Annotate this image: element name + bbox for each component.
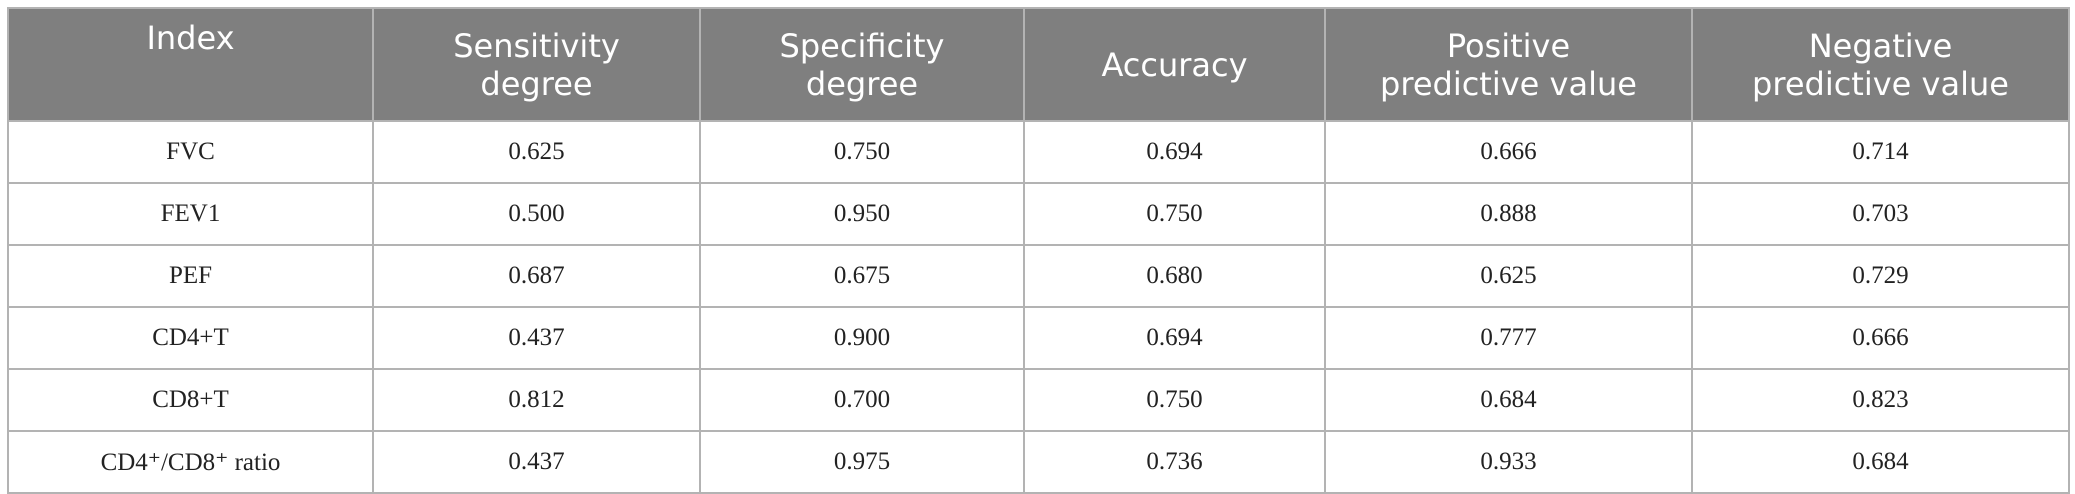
- value-cell: 0.750: [1023, 182, 1326, 246]
- value-cell: 0.975: [699, 430, 1025, 494]
- value-cell: 0.933: [1324, 430, 1693, 494]
- value-cell: 0.823: [1691, 368, 2070, 432]
- data-table: Index Sensitivity degree Specificity degre…: [7, 7, 2070, 494]
- table-container: Index Sensitivity degree Specificity degre…: [7, 7, 2070, 494]
- value-cell: 0.750: [1023, 368, 1326, 432]
- header-row: Index Sensitivity degree Specificity degre…: [7, 7, 2070, 122]
- table-row: CD8+T 0.812 0.700 0.750 0.684 0.823: [7, 368, 2070, 432]
- value-cell: 0.750: [699, 120, 1025, 184]
- value-cell: 0.729: [1691, 244, 2070, 308]
- value-cell: 0.437: [372, 430, 701, 494]
- value-cell: 0.736: [1023, 430, 1326, 494]
- value-cell: 0.694: [1023, 306, 1326, 370]
- row-label: CD8+T: [7, 368, 374, 432]
- header-cell: Negative predictive value: [1691, 7, 2070, 122]
- table-row: CD4⁺/CD8⁺ ratio 0.437 0.975 0.736 0.933 0.684: [7, 430, 2070, 494]
- value-cell: 0.666: [1324, 120, 1693, 184]
- header-cell: Accuracy: [1023, 7, 1326, 122]
- table-row: PEF 0.687 0.675 0.680 0.625 0.729: [7, 244, 2070, 308]
- value-cell: 0.714: [1691, 120, 2070, 184]
- row-label: FEV1: [7, 182, 374, 246]
- value-cell: 0.684: [1691, 430, 2070, 494]
- value-cell: 0.437: [372, 306, 701, 370]
- table-row: FVC 0.625 0.750 0.694 0.666 0.714: [7, 120, 2070, 184]
- value-cell: 0.900: [699, 306, 1025, 370]
- value-cell: 0.687: [372, 244, 701, 308]
- value-cell: 0.625: [372, 120, 701, 184]
- value-cell: 0.694: [1023, 120, 1326, 184]
- row-label: FVC: [7, 120, 374, 184]
- row-label: CD4⁺/CD8⁺ ratio: [7, 430, 374, 494]
- value-cell: 0.888: [1324, 182, 1693, 246]
- value-cell: 0.812: [372, 368, 701, 432]
- value-cell: 0.700: [699, 368, 1025, 432]
- value-cell: 0.625: [1324, 244, 1693, 308]
- value-cell: 0.675: [699, 244, 1025, 308]
- header-cell: Specificity degree: [699, 7, 1025, 122]
- row-label: CD4+T: [7, 306, 374, 370]
- header-cell: Positive predictive value: [1324, 7, 1693, 122]
- value-cell: 0.703: [1691, 182, 2070, 246]
- row-label: PEF: [7, 244, 374, 308]
- value-cell: 0.680: [1023, 244, 1326, 308]
- value-cell: 0.777: [1324, 306, 1693, 370]
- table-row: FEV1 0.500 0.950 0.750 0.888 0.703: [7, 182, 2070, 246]
- table-row: CD4+T 0.437 0.900 0.694 0.777 0.666: [7, 306, 2070, 370]
- value-cell: 0.666: [1691, 306, 2070, 370]
- table-body: FVC 0.625 0.750 0.694 0.666 0.714 FEV1 0.500 0.9…: [7, 120, 2070, 494]
- header-cell: Index: [7, 7, 374, 122]
- value-cell: 0.950: [699, 182, 1025, 246]
- value-cell: 0.500: [372, 182, 701, 246]
- value-cell: 0.684: [1324, 368, 1693, 432]
- header-cell: Sensitivity degree: [372, 7, 701, 122]
